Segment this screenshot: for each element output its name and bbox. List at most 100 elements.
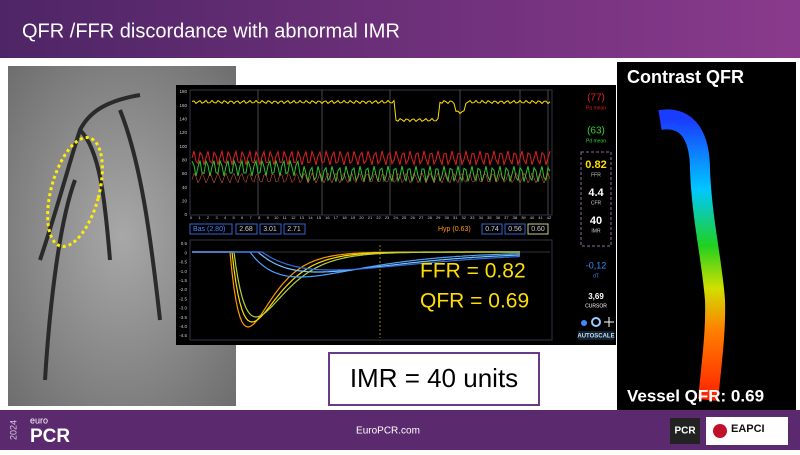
time-tick: 35 <box>487 215 492 220</box>
index-label: FFR <box>591 172 601 178</box>
pd-label: Pd mean <box>586 138 606 144</box>
time-tick: 26 <box>410 215 415 220</box>
pressure-tick: 80 <box>182 158 188 163</box>
bas-value: 2.71 <box>287 226 301 233</box>
waveforms <box>191 90 551 338</box>
time-tick: 0 <box>190 215 193 220</box>
time-tick: 15 <box>317 215 322 220</box>
qfr-vessel <box>658 109 726 401</box>
time-tick: 38 <box>513 215 518 220</box>
time-tick: 17 <box>334 215 339 220</box>
time-tick: 31 <box>453 215 458 220</box>
time-tick: 24 <box>393 215 398 220</box>
hyp-value-box <box>481 223 503 235</box>
time-tick: 13 <box>300 215 305 220</box>
time-tick: 14 <box>308 215 313 220</box>
time-tick: 12 <box>291 215 296 220</box>
time-tick: 41 <box>538 215 543 220</box>
thermo-tick: -0.5 <box>179 260 187 265</box>
time-tick: 42 <box>547 215 552 220</box>
pressure-frame <box>189 89 553 216</box>
trace <box>191 149 551 167</box>
time-tick: 27 <box>419 215 424 220</box>
time-tick: 1 <box>198 215 201 220</box>
time-tick: 22 <box>376 215 381 220</box>
qfr-vessel-value: Vessel QFR: 0.69 <box>627 386 764 405</box>
bas-box <box>189 223 233 235</box>
index-value: 0.82 <box>585 159 606 171</box>
index-value: 40 <box>590 215 602 227</box>
footer-year: 2024 <box>8 420 18 440</box>
thermo-curve <box>192 251 520 318</box>
imr-text: IMR = 40 units <box>350 363 518 393</box>
autoscale[interactable]: AUTOSCALE <box>577 334 614 340</box>
time-tick: 28 <box>427 215 432 220</box>
hyp-value-box <box>504 223 526 235</box>
pressure-tick: 140 <box>179 117 187 122</box>
thermo-tick: -2.0 <box>179 287 187 292</box>
thermo-tick: -1.0 <box>179 269 187 274</box>
thermo-tick: -3.5 <box>179 315 187 320</box>
trace <box>191 99 551 123</box>
time-tick: 37 <box>504 215 509 220</box>
autoscale-button[interactable] <box>578 331 614 340</box>
cursor-label: CURSOR <box>585 303 607 309</box>
hyp-value: 0.56 <box>508 226 522 233</box>
bas-value: 2.68 <box>239 226 253 233</box>
time-tick: 34 <box>479 215 484 220</box>
pressure-tick: 20 <box>182 199 188 204</box>
hyp-value: 0.60 <box>531 226 545 233</box>
pressure-tick: 160 <box>179 103 187 108</box>
toolbar-icons[interactable] <box>581 317 614 327</box>
dt-label: dT <box>593 273 599 279</box>
thermo-tick: 0 <box>184 250 187 255</box>
time-tick: 20 <box>359 215 364 220</box>
pd-value: (63) <box>587 126 605 137</box>
pressure-tick: 40 <box>182 185 188 190</box>
title: QFR /FFR discordance with abnormal IMR <box>22 20 400 42</box>
time-tick: 25 <box>402 215 407 220</box>
time-tick: 2 <box>207 215 210 220</box>
eapci-heart <box>713 424 727 438</box>
index-value: 4.4 <box>588 187 604 199</box>
footer-euro: euro <box>30 415 48 425</box>
bas-value-box <box>259 223 282 235</box>
time-tick: 16 <box>325 215 330 220</box>
hyp-label: Hyp (0.63) <box>438 226 471 233</box>
ffr-text: FFR = 0.82 <box>420 260 526 283</box>
thermo-tick: -2.5 <box>179 296 187 301</box>
time-tick: 23 <box>385 215 390 220</box>
index-box <box>580 151 612 247</box>
time-tick: 6 <box>241 215 244 220</box>
footer-brand: PCR <box>30 426 70 447</box>
time-tick: 18 <box>342 215 347 220</box>
thermo-tick: -4.0 <box>179 324 187 329</box>
thermo-tick: -4.5 <box>179 333 187 338</box>
pressure-tick: 100 <box>179 144 187 149</box>
qfr-text: QFR = 0.69 <box>420 290 529 313</box>
time-tick: 4 <box>224 215 227 220</box>
hyp-value: 0.74 <box>485 226 499 233</box>
time-tick: 36 <box>496 215 501 220</box>
time-tick: 7 <box>250 215 253 220</box>
time-tick: 9 <box>267 215 270 220</box>
qfr-title: Contrast QFR <box>627 67 744 87</box>
time-tick: 30 <box>444 215 449 220</box>
thermo-curve <box>192 251 521 271</box>
thermo-frame <box>189 239 553 341</box>
header <box>0 0 800 58</box>
pa-label: Pa mean <box>586 105 606 111</box>
dt-value: -0,12 <box>586 260 607 270</box>
time-tick: 11 <box>283 215 288 220</box>
index-label: CFR <box>591 200 602 206</box>
pcr-logo <box>670 418 700 444</box>
thermo-tick: 0.5 <box>181 241 188 246</box>
time-tick: 40 <box>530 215 535 220</box>
time-tick: 10 <box>274 215 279 220</box>
thermo-tick: -3.0 <box>179 306 187 311</box>
pa-value: (77) <box>587 93 605 104</box>
time-tick: 33 <box>470 215 475 220</box>
time-tick: 19 <box>351 215 356 220</box>
